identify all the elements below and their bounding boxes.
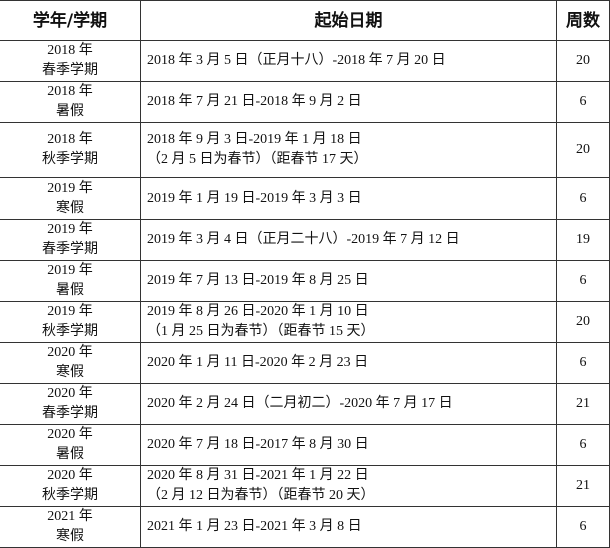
term-cell: 2020 年秋季学期 [0, 465, 141, 507]
term-cell: 2018 年暑假 [0, 81, 141, 123]
term-name: 暑假 [56, 104, 84, 119]
weeks-cell: 20 [556, 122, 610, 178]
date-line: （2 月 12 日为春节）（距春节 20 天） [147, 488, 375, 503]
term-year: 2019 年 [47, 222, 93, 237]
table-row: 2019 年秋季学期 2019 年 8 月 26 日-2020 年 1 月 10 … [0, 301, 610, 343]
term-year: 2020 年 [47, 345, 93, 360]
term-cell: 2019 年春季学期 [0, 219, 141, 261]
term-year: 2020 年 [47, 468, 93, 483]
weeks-cell: 6 [556, 506, 610, 548]
term-year: 2020 年 [47, 427, 93, 442]
table-row: 2019 年暑假 2019 年 7 月 13 日-2019 年 8 月 25 日 6 [0, 260, 610, 302]
term-year: 2019 年 [47, 263, 93, 278]
weeks-cell: 21 [556, 465, 610, 507]
table-row: 2018 年春季学期 2018 年 3 月 5 日（正月十八）-2018 年 7 … [0, 40, 610, 82]
dates-cell: 2021 年 1 月 23 日-2021 年 3 月 8 日 [140, 506, 557, 548]
term-name: 秋季学期 [42, 488, 98, 503]
weeks-cell: 6 [556, 342, 610, 384]
table-row: 2020 年春季学期 2020 年 2 月 24 日（二月初二）-2020 年 7… [0, 383, 610, 425]
table-row: 2019 年春季学期 2019 年 3 月 4 日（正月二十八）-2019 年 7… [0, 219, 610, 261]
header-term: 学年/学期 [0, 0, 141, 41]
dates-cell: 2018 年 9 月 3 日-2019 年 1 月 18 日 （2 月 5 日为春… [140, 122, 557, 178]
term-name: 暑假 [56, 447, 84, 462]
date-line: 2019 年 3 月 4 日（正月二十八）-2019 年 7 月 12 日 [147, 232, 460, 247]
date-line: 2020 年 2 月 24 日（二月初二）-2020 年 7 月 17 日 [147, 396, 453, 411]
term-name: 暑假 [56, 283, 84, 298]
dates-cell: 2018 年 7 月 21 日-2018 年 9 月 2 日 [140, 81, 557, 123]
dates-cell: 2019 年 1 月 19 日-2019 年 3 月 3 日 [140, 177, 557, 220]
term-name: 秋季学期 [42, 324, 98, 339]
dates-cell: 2019 年 7 月 13 日-2019 年 8 月 25 日 [140, 260, 557, 302]
dates-cell: 2020 年 8 月 31 日-2021 年 1 月 22 日 （2 月 12 日… [140, 465, 557, 507]
header-weeks: 周数 [556, 0, 610, 41]
table-row: 2018 年暑假 2018 年 7 月 21 日-2018 年 9 月 2 日 6 [0, 81, 610, 123]
term-year: 2018 年 [47, 43, 93, 58]
date-line: 2019 年 8 月 26 日-2020 年 1 月 10 日 [147, 304, 369, 319]
table-row: 2020 年暑假 2020 年 7 月 18 日-2017 年 8 月 30 日 6 [0, 424, 610, 466]
date-line: 2018 年 3 月 5 日（正月十八）-2018 年 7 月 20 日 [147, 53, 446, 68]
term-cell: 2019 年暑假 [0, 260, 141, 302]
weeks-cell: 21 [556, 383, 610, 425]
header-dates: 起始日期 [140, 0, 557, 41]
weeks-cell: 19 [556, 219, 610, 261]
term-name: 春季学期 [42, 406, 98, 421]
term-year: 2020 年 [47, 386, 93, 401]
term-name: 寒假 [56, 529, 84, 544]
term-year: 2019 年 [47, 180, 93, 196]
term-name: 秋季学期 [42, 152, 98, 167]
dates-cell: 2019 年 8 月 26 日-2020 年 1 月 10 日 （1 月 25 日… [140, 301, 557, 343]
dates-cell: 2020 年 2 月 24 日（二月初二）-2020 年 7 月 17 日 [140, 383, 557, 425]
weeks-cell: 6 [556, 424, 610, 466]
term-cell: 2020 年暑假 [0, 424, 141, 466]
date-line: 2021 年 1 月 23 日-2021 年 3 月 8 日 [147, 519, 362, 534]
date-line: 2018 年 7 月 21 日-2018 年 9 月 2 日 [147, 94, 362, 109]
term-name: 春季学期 [42, 63, 98, 78]
date-line: 2019 年 7 月 13 日-2019 年 8 月 25 日 [147, 273, 369, 288]
term-name: 寒假 [56, 200, 84, 216]
date-line: 2020 年 8 月 31 日-2021 年 1 月 22 日 [147, 468, 369, 483]
term-cell: 2020 年寒假 [0, 342, 141, 384]
term-name: 寒假 [56, 365, 84, 380]
date-line: 2019 年 1 月 19 日-2019 年 3 月 3 日 [147, 190, 362, 206]
dates-cell: 2019 年 3 月 4 日（正月二十八）-2019 年 7 月 12 日 [140, 219, 557, 261]
header-row: 学年/学期 起始日期 周数 [0, 0, 610, 41]
table-row: 2020 年寒假 2020 年 1 月 11 日-2020 年 2 月 23 日 6 [0, 342, 610, 384]
term-cell: 2019 年秋季学期 [0, 301, 141, 343]
dates-cell: 2020 年 7 月 18 日-2017 年 8 月 30 日 [140, 424, 557, 466]
weeks-cell: 6 [556, 177, 610, 220]
table-row: 2020 年秋季学期 2020 年 8 月 31 日-2021 年 1 月 22 … [0, 465, 610, 507]
weeks-cell: 20 [556, 40, 610, 82]
term-year: 2018 年 [47, 132, 93, 147]
term-year: 2019 年 [47, 304, 93, 319]
dates-cell: 2018 年 3 月 5 日（正月十八）-2018 年 7 月 20 日 [140, 40, 557, 82]
table-row: 2018 年秋季学期 2018 年 9 月 3 日-2019 年 1 月 18 日… [0, 122, 610, 178]
term-cell: 2020 年春季学期 [0, 383, 141, 425]
date-line: 2020 年 1 月 11 日-2020 年 2 月 23 日 [147, 355, 369, 370]
date-line: 2018 年 9 月 3 日-2019 年 1 月 18 日 [147, 132, 362, 147]
table-row: 2021 年寒假 2021 年 1 月 23 日-2021 年 3 月 8 日 6 [0, 506, 610, 548]
term-cell: 2021 年寒假 [0, 506, 141, 548]
term-cell: 2019 年寒假 [0, 177, 141, 220]
date-line: （2 月 5 日为春节）（距春节 17 天） [147, 152, 368, 167]
date-line: （1 月 25 日为春节）（距春节 15 天） [147, 324, 375, 339]
date-line: 2020 年 7 月 18 日-2017 年 8 月 30 日 [147, 437, 369, 452]
term-cell: 2018 年春季学期 [0, 40, 141, 82]
term-cell: 2018 年秋季学期 [0, 122, 141, 178]
term-year: 2018 年 [47, 84, 93, 99]
dates-cell: 2020 年 1 月 11 日-2020 年 2 月 23 日 [140, 342, 557, 384]
table-row: 2019 年寒假 2019 年 1 月 19 日-2019 年 3 月 3 日 6 [0, 177, 610, 220]
weeks-cell: 6 [556, 260, 610, 302]
weeks-cell: 6 [556, 81, 610, 123]
weeks-cell: 20 [556, 301, 610, 343]
term-name: 春季学期 [42, 242, 98, 257]
term-year: 2021 年 [47, 509, 93, 524]
